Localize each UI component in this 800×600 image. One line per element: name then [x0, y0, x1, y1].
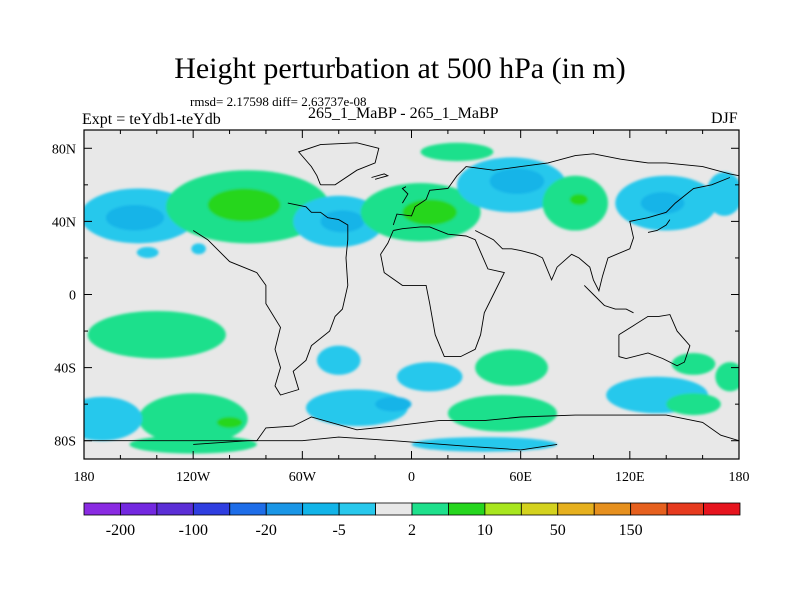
- y-tick-label: 80S: [54, 435, 76, 450]
- contour-blob-southern-green-e: [447, 395, 558, 432]
- coastline-3: [380, 226, 505, 358]
- x-tick-label: 120E: [615, 470, 645, 485]
- contour-blob-n-pacific-e-core: [640, 192, 685, 215]
- contour-blob-small-blue-w: [136, 246, 159, 258]
- coastline-7: [583, 285, 634, 314]
- colorbar-box: [302, 502, 340, 516]
- coastline-9: [401, 186, 409, 204]
- contour-blob-small-blue-c: [191, 243, 206, 255]
- contour-blob-europe-core: [402, 199, 457, 226]
- stats-line: rmsd= 2.17598 diff= 2.63737e-08: [190, 94, 367, 109]
- coastlines: [84, 142, 739, 451]
- contour-blob-s-pacific-green: [87, 310, 226, 359]
- colorbar-box: [593, 502, 632, 516]
- contour-blob-n-pacific-core: [105, 204, 165, 231]
- colorbar-box: [83, 502, 121, 516]
- contour-blob-southern-green-ee: [666, 393, 721, 416]
- x-axis: 180 120W 60W 0 60E 120E 180: [74, 130, 750, 485]
- colorbar-box: [666, 502, 704, 516]
- colorbar-box: [557, 502, 595, 516]
- coastline-11: [297, 142, 380, 186]
- coastline-8: [647, 219, 671, 233]
- contour-fills: [84, 142, 739, 454]
- contour-blob-dateline-blue: [706, 172, 739, 216]
- colorbar-box: [338, 502, 376, 516]
- colorbar: -200 -100 -20 -5 2 10 50 150: [83, 502, 741, 539]
- coastline-5: [474, 177, 731, 293]
- contour-blob-far-e-green: [715, 362, 739, 392]
- contour-blob-south-pole-blue: [411, 437, 558, 452]
- colorbar-box: [265, 502, 304, 516]
- contour-blob-southern-blue-ccore: [375, 396, 412, 412]
- colorbar-box: [375, 502, 413, 516]
- colorbar-box: [448, 502, 486, 516]
- contour-blob-indian-green: [475, 349, 548, 386]
- coastline-6: [618, 314, 691, 367]
- contour-blob-siberia-core: [489, 168, 545, 194]
- coastline-10: [371, 173, 390, 180]
- coastline-0: [84, 414, 739, 442]
- contour-blob-southern-blue-w: [84, 396, 143, 441]
- y-tick-label: 80N: [52, 142, 76, 157]
- colorbar-box: [192, 502, 231, 516]
- colorbar-box: [229, 502, 267, 516]
- coastline-1: [193, 436, 558, 451]
- colorbar-label: 50: [550, 522, 566, 539]
- contour-blob-s-atlantic-blue: [316, 345, 361, 375]
- colorbar-label: -200: [106, 522, 135, 539]
- colorbar-label: 150: [619, 522, 643, 539]
- contour-blob-south-pole-green: [129, 435, 257, 454]
- contour-blob-asia-core: [569, 193, 588, 205]
- colorbar-box: [156, 502, 194, 516]
- x-tick-label: 120W: [176, 470, 211, 485]
- coastline-2: [192, 202, 349, 396]
- contour-blob-n-america-core: [207, 188, 281, 222]
- x-tick-label: 60W: [289, 470, 317, 485]
- chart-title: Height perturbation at 500 hPa (in m): [174, 52, 626, 85]
- y-tick-label: 40S: [54, 362, 76, 377]
- x-tick-label: 180: [74, 470, 95, 485]
- contour-blob-s-africa-blue: [396, 362, 463, 392]
- contour-blob-southern-green-w: [138, 393, 248, 445]
- colorbar-label: 10: [477, 522, 493, 539]
- colorbar-label: -100: [179, 522, 208, 539]
- colorbar-box: [484, 502, 522, 516]
- contour-blob-se-indian-green: [671, 352, 716, 375]
- contour-blob-arctic-green: [420, 142, 494, 162]
- colorbar-label: -5: [332, 522, 345, 539]
- y-tick-label: 0: [69, 289, 76, 304]
- colorbar-box: [630, 502, 668, 516]
- colorbar-label: -20: [256, 522, 277, 539]
- season-label: DJF: [711, 110, 738, 127]
- colorbar-label: 2: [408, 522, 416, 539]
- colorbar-box: [411, 502, 449, 516]
- x-tick-label: 180: [729, 470, 750, 485]
- y-tick-label: 40N: [52, 215, 76, 230]
- experiment-label: Expt = teYdb1-teYdb: [82, 111, 221, 128]
- x-tick-label: 60E: [509, 470, 532, 485]
- y-axis: 80N 40N 0 40S 80S: [52, 142, 739, 450]
- x-tick-label: 0: [408, 470, 415, 485]
- colorbar-box: [703, 502, 741, 516]
- colorbar-box: [520, 502, 559, 516]
- coastline-4: [392, 153, 739, 226]
- colorbar-box: [120, 502, 158, 516]
- run-label: 265_1_MaBP - 265_1_MaBP: [308, 105, 499, 122]
- contour-blob-southern-green-wcore: [216, 416, 243, 428]
